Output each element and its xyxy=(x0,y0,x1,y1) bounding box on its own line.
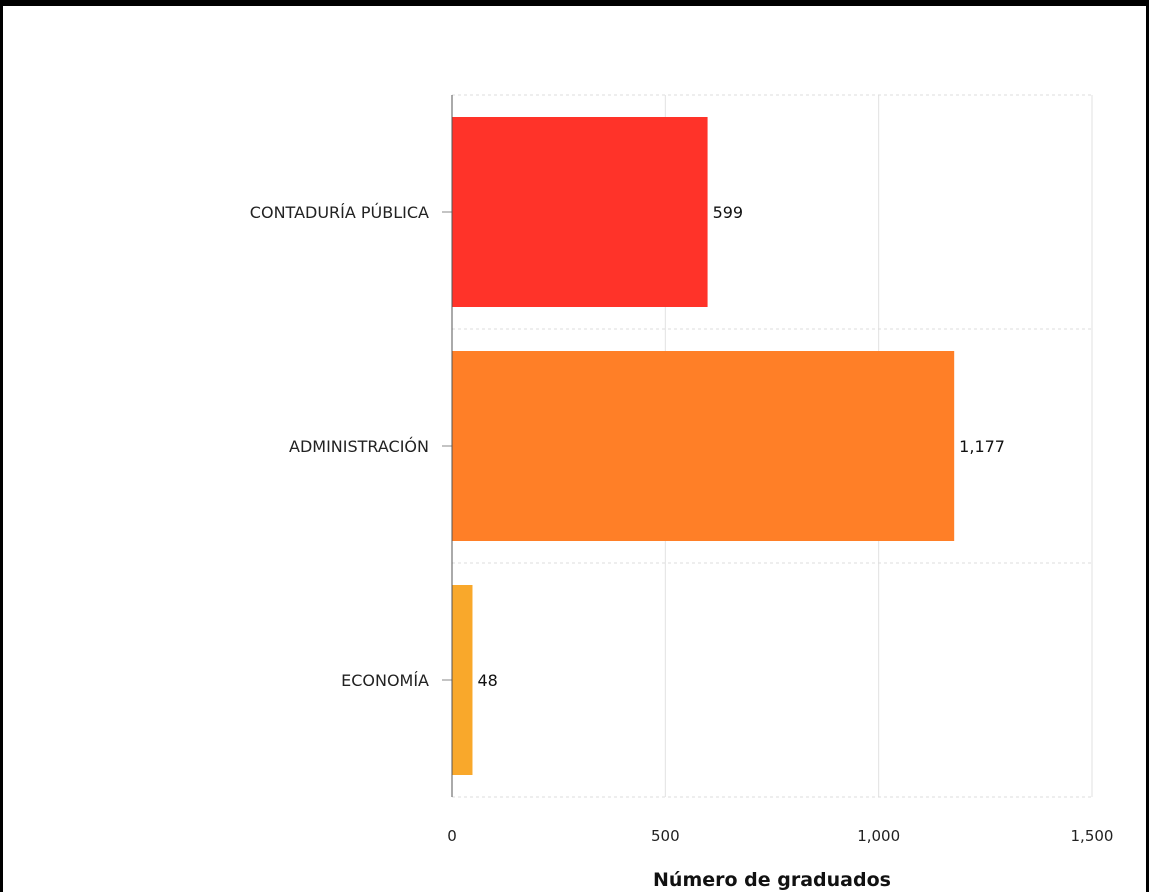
axes xyxy=(442,95,453,797)
category-label: ECONOMÍA xyxy=(341,671,429,690)
x-axis-title: Número de graduados xyxy=(653,869,891,891)
bar xyxy=(452,585,473,775)
x-tick-label: 0 xyxy=(447,827,457,845)
bar xyxy=(452,351,955,541)
bar xyxy=(452,117,708,307)
value-label: 48 xyxy=(477,671,497,690)
value-label: 599 xyxy=(713,203,744,222)
category-label: CONTADURÍA PÚBLICA xyxy=(250,203,429,222)
x-tick-label: 1,500 xyxy=(1071,827,1114,845)
category-label: ADMINISTRACIÓN xyxy=(289,437,429,456)
x-tick-label: 1,000 xyxy=(857,827,900,845)
labels: 0 500 1,000 1,500 CONTADURÍA PÚBLICA 599 ADMIN… xyxy=(250,203,1114,845)
value-label: 1,177 xyxy=(959,437,1005,456)
x-tick-label: 500 xyxy=(651,827,680,845)
bars xyxy=(452,117,955,775)
